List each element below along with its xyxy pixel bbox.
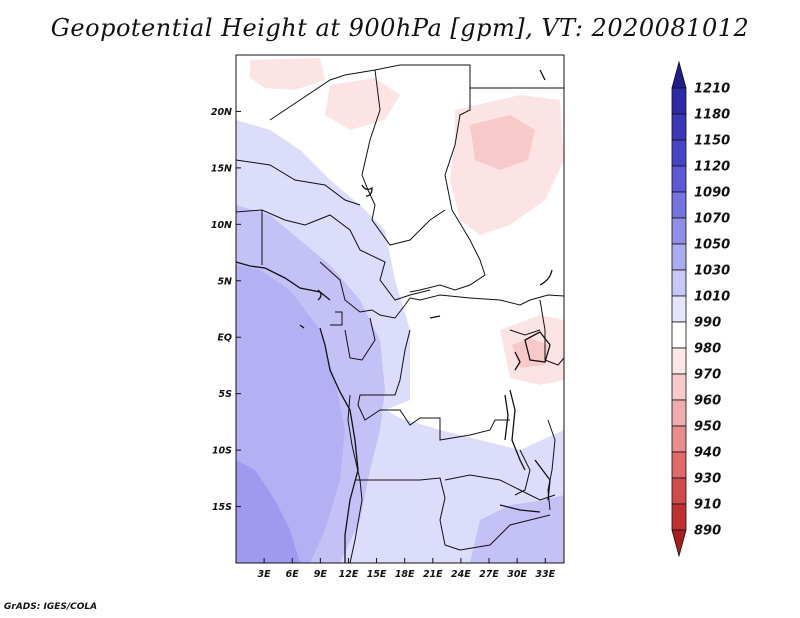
lat-tick-label: 5N — [217, 276, 232, 287]
lon-tick-label: 24E — [451, 569, 471, 580]
shade-1030-south-east — [470, 495, 564, 563]
colorbar-swatch — [671, 451, 687, 479]
colorbar-level-label: 1010 — [694, 290, 730, 305]
colorbar-swatch — [671, 87, 687, 115]
colorbar-swatch — [671, 139, 687, 167]
colorbar-swatch — [671, 243, 687, 271]
colorbar-swatch — [671, 425, 687, 453]
colorbar-level-label: 910 — [694, 498, 721, 513]
colorbar-swatch — [671, 399, 687, 427]
longitude-axis: 3E 6E 9E 12E 15E 18E 21E 24E 27E 30E 33E — [258, 558, 556, 580]
lat-tick-label: 15N — [211, 163, 232, 174]
colorbar-swatch — [671, 347, 687, 375]
colorbar-level-label: 1050 — [694, 238, 730, 253]
lon-tick-label: 15E — [367, 569, 387, 580]
map-title: Geopotential Height at 900hPa [gpm], VT:… — [50, 14, 750, 42]
colorbar-level-label: 950 — [694, 420, 721, 435]
colorbar-swatch — [671, 165, 687, 193]
colorbar-swatch — [671, 217, 687, 245]
colorbar-swatch — [671, 113, 687, 141]
lon-tick-label: 12E — [339, 569, 359, 580]
colorbar-level-label: 990 — [694, 316, 721, 331]
colorbar-level-label: 940 — [694, 446, 721, 461]
lat-tick-label: 15S — [212, 502, 232, 513]
colorbar-level-label: 960 — [694, 394, 721, 409]
map-frame — [235, 54, 565, 564]
colorbar-swatch — [671, 269, 687, 297]
colorbar-swatch — [671, 191, 687, 219]
coastlines-and-lakes — [235, 69, 553, 563]
lat-tick-label: EQ — [217, 333, 232, 344]
colorbar-swatch — [671, 503, 687, 531]
lat-tick-label: 5S — [219, 389, 233, 400]
lon-tick-label: 33E — [535, 569, 555, 580]
lon-tick-label: 9E — [314, 569, 328, 580]
colorbar-level-label: 1180 — [694, 108, 730, 123]
shade-1070-1090 — [236, 460, 300, 563]
colorbar-level-label: 1120 — [694, 160, 730, 175]
lat-tick-label: 10S — [212, 446, 232, 457]
lat-tick-label: 10N — [211, 220, 232, 231]
shade-pink-sahara-north — [250, 58, 325, 90]
lon-tick-label: 21E — [423, 569, 443, 580]
colorbar-level-label: 1210 — [694, 82, 730, 97]
shade-pink-sudan-core — [470, 115, 535, 170]
lon-tick-label: 3E — [258, 569, 272, 580]
colorbar-level-label: 930 — [694, 472, 721, 487]
colorbar-swatch — [671, 373, 687, 401]
colorbar-level-label: 970 — [694, 368, 721, 383]
lon-tick-label: 27E — [479, 569, 499, 580]
colorbar-level-label: 1070 — [694, 212, 730, 227]
colorbar-swatch — [671, 321, 687, 349]
lon-tick-label: 18E — [395, 569, 415, 580]
shade-pink-lakes — [512, 338, 548, 368]
colorbar-level-label: 1030 — [694, 264, 730, 279]
colorbar-swatch-bottom — [671, 529, 687, 558]
colorbar-level-label: 890 — [694, 524, 721, 539]
colorbar-swatch — [671, 295, 687, 323]
shade-pink-sahara-center — [325, 78, 400, 130]
lon-tick-label: 6E — [286, 569, 300, 580]
colorbar-level-label: 980 — [694, 342, 721, 357]
country-boundaries — [235, 64, 565, 564]
colorbar-level-label: 1150 — [694, 134, 730, 149]
lat-tick-label: 20N — [211, 107, 232, 118]
colorbar: 1210 1180 1150 1120 1090 1070 1050 1030 1010 990 9… — [671, 60, 730, 558]
colorbar-swatch-top — [671, 60, 687, 89]
lon-tick-label: 30E — [507, 569, 527, 580]
latitude-axis: 20N 15N 10N 5N EQ 5S 10S 15S — [211, 107, 241, 513]
colorbar-swatch — [671, 477, 687, 505]
grads-credit: GrADS: IGES/COLA — [4, 602, 98, 612]
colorbar-level-label: 1090 — [694, 186, 730, 201]
